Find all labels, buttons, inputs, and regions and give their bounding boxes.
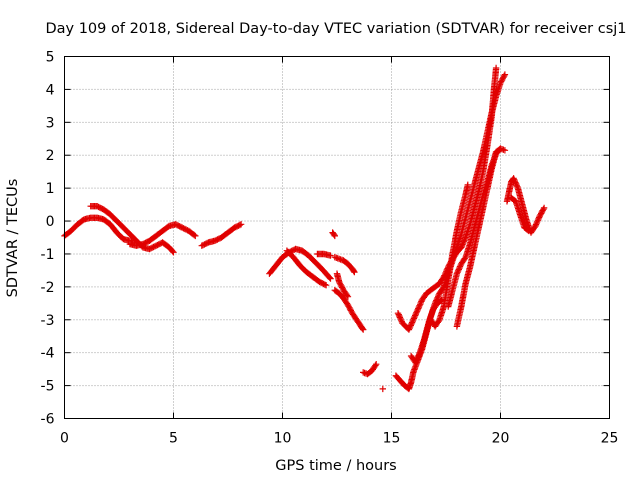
data-point [330,231,338,238]
grid [64,56,610,419]
y-tick-label: 1 [46,181,55,197]
plot-frame [64,56,610,419]
data-point [497,145,504,152]
x-tick-label: 15 [383,431,401,447]
data-point [322,282,330,289]
data-point [416,302,423,309]
y-tick-label: 0 [46,214,55,230]
data-point [524,226,531,234]
data-point [435,291,442,299]
data-point [336,278,343,286]
data-point [331,232,338,240]
data-point [169,248,176,255]
axis-ticks: 0 5 10 15 20 25 -6 -5 -4 -3 -2 -1 0 1 2 3 4 5 [41,50,619,447]
x-tick-label: 25 [601,431,619,447]
y-tick-label: -2 [41,280,55,296]
x-tick-label: 0 [60,431,69,447]
data-point [512,180,520,188]
data-point [338,284,346,291]
x-tick-label: 20 [492,431,510,447]
data-point [514,183,521,190]
data-point [394,310,402,317]
data-point [343,292,351,299]
data-point [464,181,471,188]
data-point [379,385,386,393]
y-tick-label: 4 [46,82,55,98]
data-point [498,78,505,85]
y-tick-label: -3 [41,313,55,329]
data-point [345,303,352,310]
data-point [512,179,519,186]
data-point [459,239,467,247]
data-point [540,206,547,213]
y-tick-label: 5 [46,50,55,66]
data-point [535,214,543,221]
data-point [533,220,540,227]
chart-title: Day 109 of 2018, Sidereal Day-to-day VTE… [45,21,626,37]
data-point [372,362,379,369]
data-point [237,221,245,228]
data-point [525,227,532,235]
y-tick-label: -5 [41,379,55,395]
data-point [496,146,503,153]
data-point [435,317,442,325]
y-tick-label: -1 [41,247,55,263]
data-point [408,320,415,328]
data-point [327,275,334,282]
data-point [411,313,418,321]
data-point [498,76,506,84]
data-points [61,64,548,393]
data-point [510,175,517,182]
x-tick-label: 5 [169,431,178,447]
data-point [347,307,354,314]
x-axis-label: GPS time / hours [275,458,396,474]
data-point [373,361,380,368]
data-point [338,282,345,290]
data-point [236,221,243,229]
data-point [501,71,509,78]
data-point [192,232,199,240]
y-tick-label: -4 [41,346,55,362]
data-point [359,325,366,332]
data-point [405,326,413,333]
data-point [511,177,518,185]
data-point [534,218,541,225]
data-point [191,231,198,239]
data-point [538,210,545,217]
data-point [327,252,334,259]
x-tick-label: 10 [274,431,292,447]
data-point [397,315,404,322]
data-point [350,267,357,275]
data-point [344,293,352,300]
y-tick-label: -6 [41,412,55,428]
data-point [413,308,421,315]
data-point [351,268,358,276]
data-point [326,274,333,281]
data-point [454,267,462,275]
data-point [170,249,177,256]
y-tick-label: 3 [46,115,55,131]
data-point [461,255,468,262]
y-axis-label: SDTVAR / TECUs [5,179,21,298]
data-point [492,64,500,72]
data-point [501,147,509,154]
data-point [360,326,367,333]
data-point [540,204,548,212]
data-point [500,72,508,80]
data-point [414,355,421,362]
y-tick-label: 2 [46,148,55,164]
